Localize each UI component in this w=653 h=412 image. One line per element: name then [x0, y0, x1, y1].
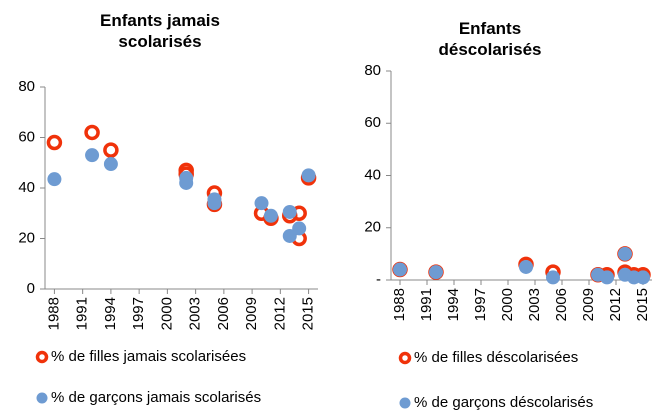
x-tick-label: 2015: [300, 297, 317, 330]
x-tick-label: 1994: [445, 288, 462, 321]
point: [600, 270, 614, 285]
chart-title: Enfants déscolarisés: [438, 19, 542, 59]
legend-label: % de garçons déscolarisés: [414, 394, 593, 411]
x-tick-label: 2009: [580, 288, 597, 321]
y-tick-label: -: [376, 271, 381, 288]
y-tick-label: 60: [364, 114, 381, 131]
point: [546, 270, 560, 285]
x-tick-label: 2003: [187, 297, 204, 330]
point: [393, 262, 407, 277]
legend-marker: [399, 397, 411, 409]
x-tick-label: 2000: [158, 297, 175, 330]
legend-marker: [398, 351, 412, 365]
x-tick-label: 2006: [215, 297, 232, 330]
point: [103, 157, 118, 172]
y-tick-label: 0: [27, 280, 35, 297]
y-tick-label: 80: [364, 62, 381, 79]
point: [282, 204, 297, 219]
legend-marker: [35, 350, 49, 364]
x-tick-label: 1997: [472, 288, 489, 321]
point: [292, 221, 307, 236]
point: [301, 168, 316, 183]
point: [636, 270, 650, 285]
y-tick-label: 60: [18, 128, 35, 145]
legend-marker: [36, 392, 48, 404]
point: [207, 196, 222, 211]
x-tick-label: 1994: [102, 297, 119, 330]
x-tick-label: 2006: [553, 288, 570, 321]
point: [103, 142, 119, 158]
point: [282, 228, 297, 243]
point: [47, 172, 62, 187]
x-tick-label: 2012: [607, 288, 624, 321]
point: [519, 259, 533, 274]
point: [179, 175, 194, 190]
point: [618, 246, 632, 261]
point: [263, 208, 278, 223]
x-tick-label: 2009: [243, 297, 260, 330]
x-tick-label: 1988: [45, 297, 62, 330]
point: [46, 134, 63, 151]
x-tick-label: 1988: [391, 288, 408, 321]
x-tick-label: 2000: [499, 288, 516, 321]
y-tick-label: 40: [364, 166, 381, 183]
chart-title: Enfants jamais scolarisés: [100, 11, 220, 51]
legend-label: % de garçons jamais scolarisés: [51, 389, 261, 406]
legend-label: % de filles jamais scolarisées: [51, 348, 246, 365]
x-tick-label: 1997: [130, 297, 147, 330]
point: [254, 196, 269, 211]
x-tick-label: 2015: [634, 288, 651, 321]
y-tick-label: 20: [364, 219, 381, 236]
point: [429, 265, 443, 280]
y-tick-label: 40: [18, 179, 35, 196]
point: [85, 148, 100, 163]
y-tick-label: 20: [18, 229, 35, 246]
x-tick-label: 1991: [74, 297, 91, 330]
y-tick-label: 80: [18, 78, 35, 95]
legend-label: % de filles déscolarisées: [414, 349, 578, 366]
x-tick-label: 1991: [418, 288, 435, 321]
x-tick-label: 2003: [526, 288, 543, 321]
x-tick-label: 2012: [271, 297, 288, 330]
point: [84, 124, 100, 141]
